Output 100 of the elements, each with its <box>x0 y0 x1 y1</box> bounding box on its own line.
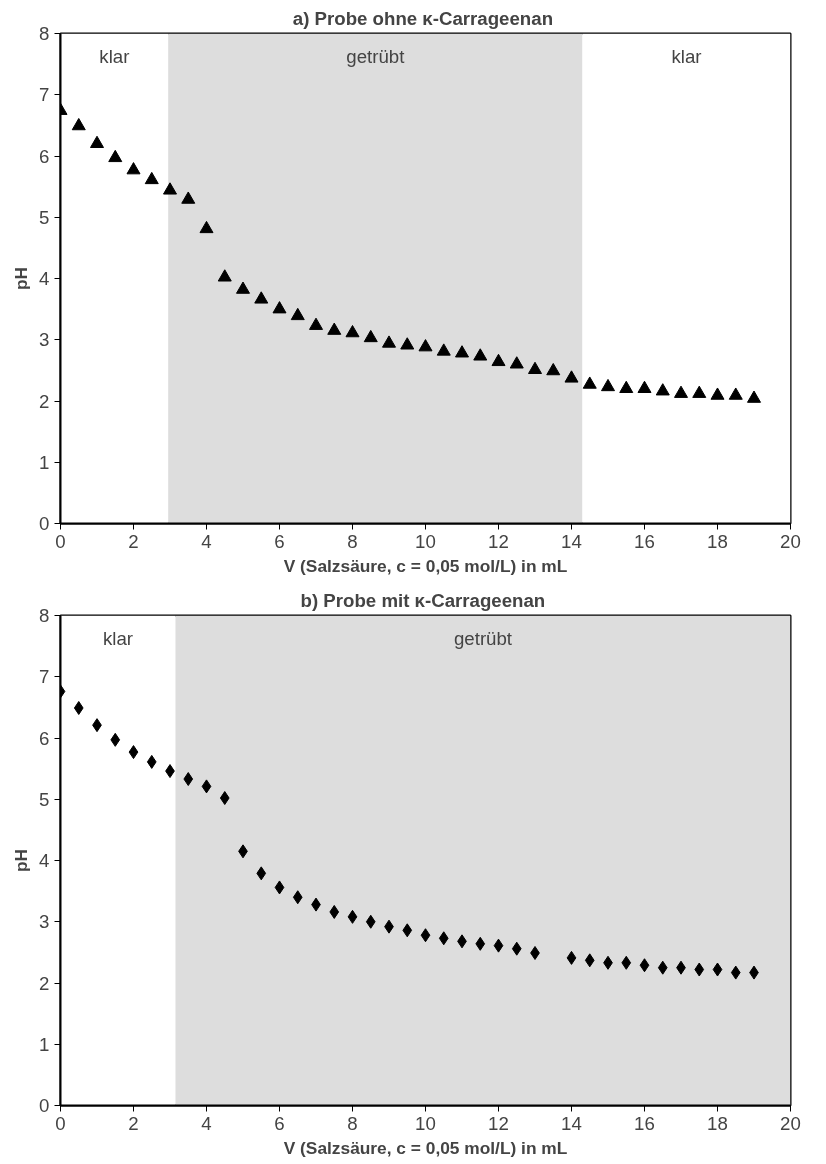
point <box>327 322 342 335</box>
x-tick-label: 6 <box>274 1112 285 1134</box>
point <box>493 938 504 953</box>
point <box>566 950 577 965</box>
x-tick-label: 2 <box>128 530 139 552</box>
chart-title: b) Probe mit κ-Carrageenan <box>300 589 546 611</box>
point <box>110 732 121 747</box>
point <box>639 958 650 973</box>
point <box>528 361 542 375</box>
x-tick-label: 8 <box>347 530 358 552</box>
y-tick-label: 0 <box>39 513 50 534</box>
point <box>73 700 84 715</box>
x-tick-label: 8 <box>347 1112 358 1134</box>
x-tick-label: 16 <box>634 1112 655 1134</box>
point <box>637 380 652 393</box>
point <box>382 335 396 348</box>
point <box>126 162 141 175</box>
point <box>329 904 340 919</box>
x-tick-label: 20 <box>780 1112 801 1134</box>
y-tick-label: 3 <box>39 911 50 933</box>
point <box>199 220 214 234</box>
point <box>747 390 761 403</box>
point <box>144 171 159 185</box>
y-tick-label: 8 <box>39 23 50 44</box>
point <box>621 955 632 970</box>
point <box>181 191 196 204</box>
x-tick-label: 0 <box>55 1112 66 1134</box>
point <box>418 339 433 352</box>
y-tick-label: 1 <box>39 451 50 473</box>
y-tick-label: 2 <box>39 972 50 994</box>
point <box>254 291 269 304</box>
point <box>509 356 524 369</box>
point <box>420 928 431 943</box>
point <box>272 301 287 314</box>
x-tick-label: 4 <box>201 530 212 552</box>
point <box>582 376 597 389</box>
point <box>694 962 705 977</box>
point <box>692 385 707 398</box>
point <box>274 880 285 895</box>
x-tick-label: 10 <box>415 530 436 552</box>
y-tick-label: 4 <box>39 850 50 871</box>
y-tick-label: 8 <box>39 605 50 626</box>
y-tick-label: 3 <box>39 329 50 351</box>
point <box>473 348 488 361</box>
point <box>90 135 104 148</box>
point <box>183 772 194 787</box>
point <box>674 385 688 398</box>
point <box>363 329 378 343</box>
point <box>402 923 413 938</box>
point <box>511 941 522 956</box>
point <box>163 182 177 195</box>
x-axis-title: V (Salzsäure, c = 0,05 mol/L) in mL <box>283 555 568 576</box>
y-tick-label: 0 <box>39 1095 50 1116</box>
point <box>491 353 506 367</box>
point <box>217 269 232 282</box>
point <box>292 890 303 905</box>
point <box>601 378 615 392</box>
band-label: klar <box>99 45 130 67</box>
x-tick-label: 18 <box>707 530 728 552</box>
point <box>730 965 741 980</box>
y-tick-label: 6 <box>39 727 50 749</box>
x-tick-label: 14 <box>561 1112 582 1134</box>
y-tick-label: 5 <box>39 206 50 228</box>
x-tick-label: 4 <box>201 1112 212 1134</box>
y-tick-label: 4 <box>39 268 50 289</box>
point <box>256 866 267 881</box>
y-tick-label: 5 <box>39 788 50 810</box>
point <box>108 149 123 163</box>
point <box>347 909 358 924</box>
point <box>201 779 212 794</box>
x-tick-label: 6 <box>274 530 285 552</box>
band-label: getrübt <box>453 627 513 649</box>
point <box>236 281 250 294</box>
y-tick-label: 1 <box>39 1033 50 1055</box>
point <box>345 325 360 338</box>
x-tick-label: 10 <box>415 1112 436 1134</box>
x-tick-label: 18 <box>707 1112 728 1134</box>
point <box>584 953 595 968</box>
point <box>219 791 230 806</box>
point <box>712 962 723 977</box>
x-tick-label: 2 <box>128 1112 139 1134</box>
point <box>475 936 486 951</box>
x-tick-label: 14 <box>561 530 582 552</box>
band-label: klar <box>671 45 702 67</box>
band-label: klar <box>102 627 134 649</box>
point <box>400 337 415 350</box>
point <box>128 745 139 760</box>
point <box>546 362 561 376</box>
y-tick-label: 2 <box>39 390 50 412</box>
point <box>455 345 469 358</box>
point <box>619 380 634 393</box>
point <box>309 317 323 330</box>
point <box>436 343 451 356</box>
x-tick-label: 20 <box>780 530 801 552</box>
point <box>657 960 668 975</box>
point <box>71 117 86 131</box>
y-tick-label: 7 <box>39 666 50 688</box>
chart-title: a) Probe ohne κ-Carrageenan <box>292 7 554 29</box>
x-tick-label: 12 <box>488 1112 509 1134</box>
x-tick-label: 12 <box>488 530 509 552</box>
